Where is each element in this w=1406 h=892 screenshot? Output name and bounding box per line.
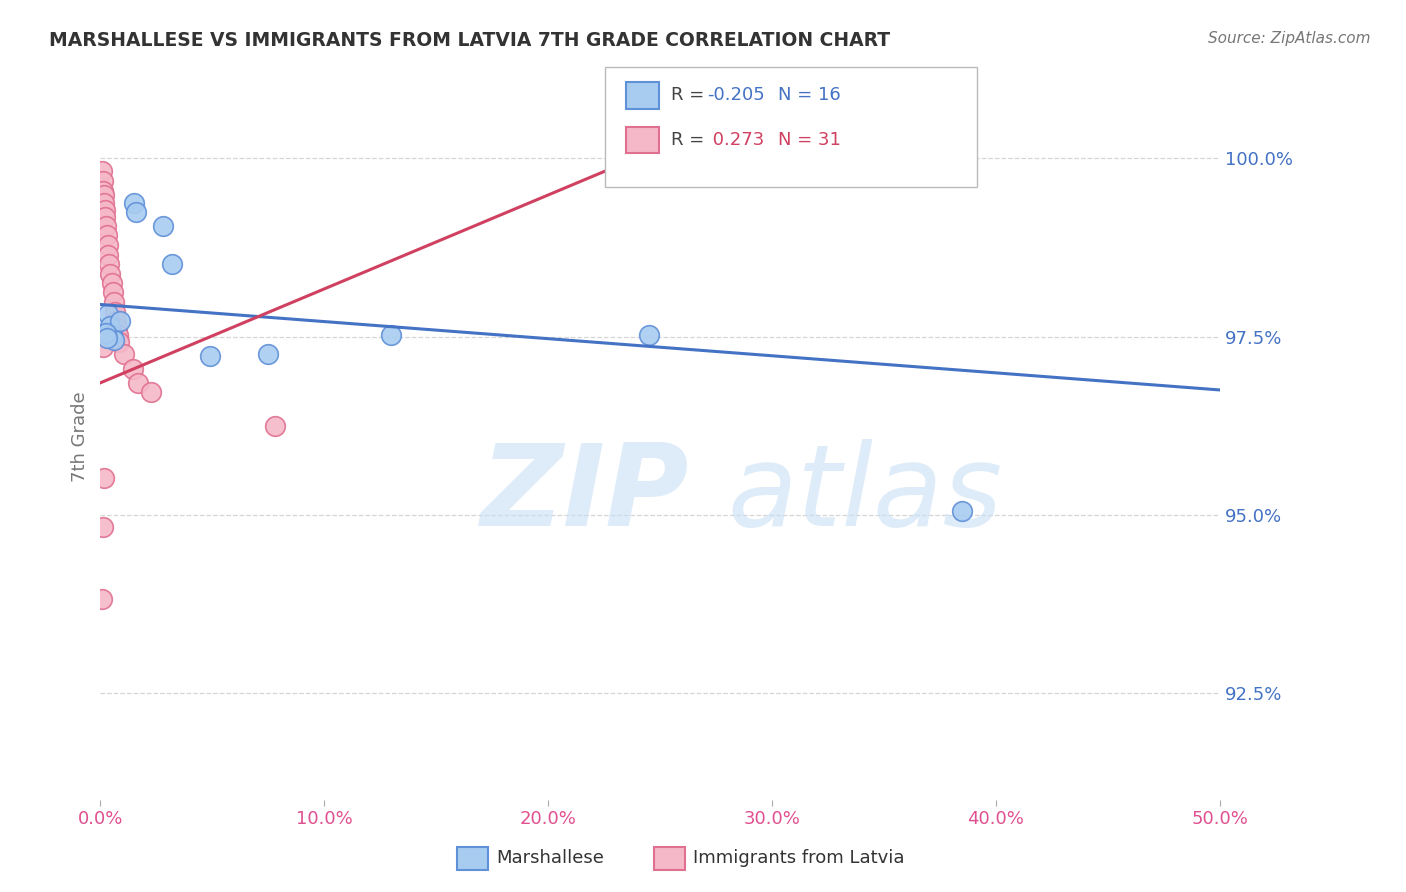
Point xyxy=(100,267,122,281)
Point xyxy=(96,228,118,243)
Point xyxy=(380,328,402,343)
Point xyxy=(98,318,121,333)
Point xyxy=(127,376,149,390)
Text: R =: R = xyxy=(671,131,710,149)
Point xyxy=(104,304,127,318)
Point xyxy=(94,210,117,224)
Text: N = 16: N = 16 xyxy=(778,87,841,104)
Point xyxy=(96,331,118,345)
Point xyxy=(122,195,145,210)
Point xyxy=(103,295,125,310)
Point xyxy=(94,202,117,217)
Text: MARSHALLESE VS IMMIGRANTS FROM LATVIA 7TH GRADE CORRELATION CHART: MARSHALLESE VS IMMIGRANTS FROM LATVIA 7T… xyxy=(49,31,890,50)
Point xyxy=(93,470,115,484)
Point xyxy=(121,361,143,376)
Point xyxy=(98,257,121,271)
Text: N = 31: N = 31 xyxy=(778,131,841,149)
Point xyxy=(152,219,174,234)
Point xyxy=(101,328,124,343)
Point xyxy=(103,333,125,347)
Point xyxy=(94,219,117,234)
Point xyxy=(91,184,114,198)
Point xyxy=(637,328,659,343)
Text: ZIP: ZIP xyxy=(481,439,689,549)
Text: Immigrants from Latvia: Immigrants from Latvia xyxy=(693,849,904,867)
Y-axis label: 7th Grade: 7th Grade xyxy=(72,391,89,482)
Point xyxy=(257,347,280,361)
Point xyxy=(112,347,135,361)
Point xyxy=(97,247,120,261)
Point xyxy=(108,335,131,350)
Point xyxy=(93,195,115,210)
Point xyxy=(198,350,221,364)
Point xyxy=(160,257,183,271)
Point xyxy=(139,385,162,400)
Point xyxy=(264,418,287,433)
Text: 0.273: 0.273 xyxy=(707,131,765,149)
Point xyxy=(107,328,129,343)
Point xyxy=(101,285,124,300)
Point xyxy=(105,314,128,328)
Point xyxy=(637,145,659,160)
Point xyxy=(125,205,148,219)
Point xyxy=(90,591,112,606)
Text: -0.205: -0.205 xyxy=(707,87,765,104)
Point xyxy=(105,321,128,335)
Text: Marshallese: Marshallese xyxy=(496,849,605,867)
Point xyxy=(110,314,132,328)
Point xyxy=(100,276,122,290)
Text: atlas: atlas xyxy=(727,439,1002,549)
Point xyxy=(950,504,973,518)
Point xyxy=(91,174,114,188)
Point xyxy=(91,520,114,534)
Point xyxy=(90,164,112,178)
Point xyxy=(97,307,120,321)
Point xyxy=(96,238,118,252)
Point xyxy=(94,326,117,340)
Point xyxy=(93,188,115,202)
Text: Source: ZipAtlas.com: Source: ZipAtlas.com xyxy=(1208,31,1371,46)
Point xyxy=(91,340,114,354)
Text: R =: R = xyxy=(671,87,710,104)
